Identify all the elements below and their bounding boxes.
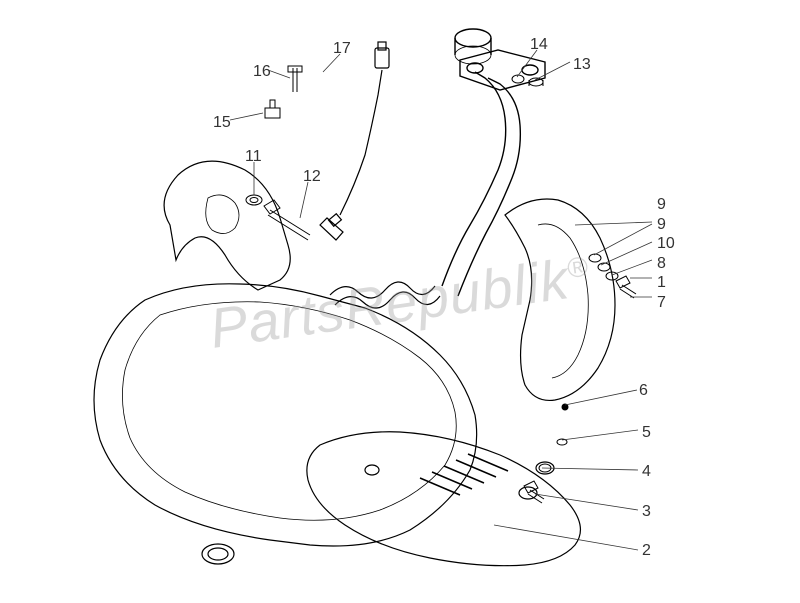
callout-16: 16 bbox=[253, 63, 271, 81]
exhaust-pipe bbox=[442, 29, 545, 296]
lambda-sensor bbox=[320, 42, 389, 240]
callout-13: 13 bbox=[573, 56, 591, 74]
callout-9a: 9 bbox=[657, 216, 666, 234]
parts-diagram-container: 1 2 3 4 5 7 8 9 9 10 11 12 13 14 15 16 1… bbox=[0, 0, 800, 603]
callout-8: 8 bbox=[657, 255, 666, 273]
callout-17: 17 bbox=[333, 40, 351, 58]
heat-shield-upper bbox=[505, 199, 615, 400]
callout-14: 14 bbox=[530, 36, 548, 54]
callout-11: 11 bbox=[245, 148, 262, 166]
callout-9b: 9 bbox=[657, 196, 666, 214]
callout-12: 12 bbox=[303, 168, 321, 186]
callout-10: 10 bbox=[657, 235, 675, 253]
callout-1: 1 bbox=[657, 274, 666, 292]
callout-7: 7 bbox=[657, 294, 666, 312]
silencer-assembly bbox=[94, 161, 477, 564]
callout-3: 3 bbox=[642, 503, 651, 521]
callout-lines bbox=[230, 50, 652, 550]
callout-4: 4 bbox=[642, 463, 651, 481]
callout-6: 6 bbox=[639, 382, 648, 400]
diagram-svg bbox=[0, 0, 800, 603]
callout-15: 15 bbox=[213, 114, 231, 132]
callout-2: 2 bbox=[642, 542, 651, 560]
callout-5: 5 bbox=[642, 424, 651, 442]
